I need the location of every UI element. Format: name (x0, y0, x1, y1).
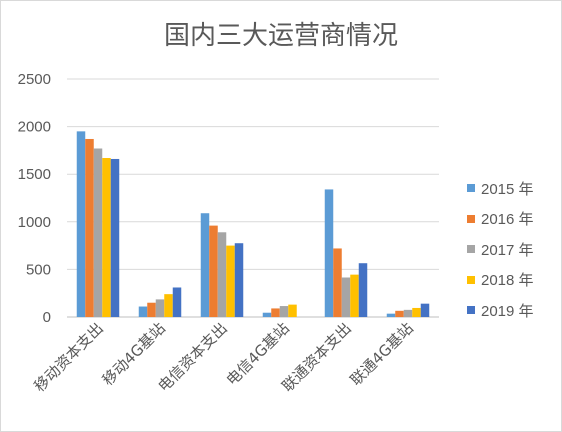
legend-label: 2018 年 (481, 272, 534, 290)
bar (403, 309, 413, 317)
legend-swatch (467, 184, 475, 193)
bar (209, 225, 218, 317)
bar (234, 243, 244, 317)
bar (226, 245, 235, 317)
bar (76, 131, 86, 317)
bar (172, 287, 182, 317)
y-tick-label: 0 (43, 309, 51, 326)
chart-title: 国内三大运营商情况 (163, 21, 398, 51)
bar (147, 302, 156, 317)
legend-swatch (467, 306, 475, 315)
y-tick-label: 1500 (18, 166, 51, 183)
bar (341, 277, 351, 317)
legend: 2015 年 2016 年 2017 年 2018 年 2019 年 (467, 173, 534, 326)
bar (262, 312, 272, 317)
bar (85, 138, 94, 317)
y-tick-label: 2500 (18, 71, 51, 88)
bar (102, 158, 111, 317)
y-tick-label: 2000 (18, 119, 51, 136)
bar (110, 158, 120, 317)
bar (93, 148, 103, 317)
bar (155, 299, 165, 317)
bar (386, 313, 396, 317)
bar (279, 306, 289, 317)
bar (217, 232, 227, 317)
bar (333, 248, 342, 317)
bar (395, 310, 404, 317)
bar (350, 274, 359, 317)
bar (324, 189, 334, 317)
bar (200, 213, 210, 317)
bar (420, 303, 430, 317)
legend-item: 2017 年 (467, 234, 534, 265)
bar (164, 294, 173, 317)
legend-label: 2017 年 (481, 241, 534, 259)
legend-label: 2015 年 (481, 180, 534, 198)
legend-swatch (467, 214, 475, 223)
legend-item: 2019 年 (467, 295, 534, 326)
legend-item: 2016 年 (467, 204, 534, 235)
legend-swatch (467, 275, 475, 284)
legend-item: 2018 年 (467, 265, 534, 296)
bar (271, 308, 280, 317)
legend-swatch (467, 245, 475, 254)
y-tick-label: 1000 (18, 214, 51, 231)
legend-item: 2015 年 (467, 173, 534, 204)
legend-label: 2019 年 (481, 302, 534, 320)
bar (412, 307, 421, 317)
legend-label: 2016 年 (481, 211, 534, 229)
x-tick-label: 联通4G基站 (347, 319, 417, 389)
bar (288, 304, 297, 317)
y-tick-label: 500 (26, 261, 51, 278)
bar (138, 306, 148, 317)
bar (358, 263, 368, 317)
x-tick-label: 移动资本支出 (30, 319, 106, 395)
